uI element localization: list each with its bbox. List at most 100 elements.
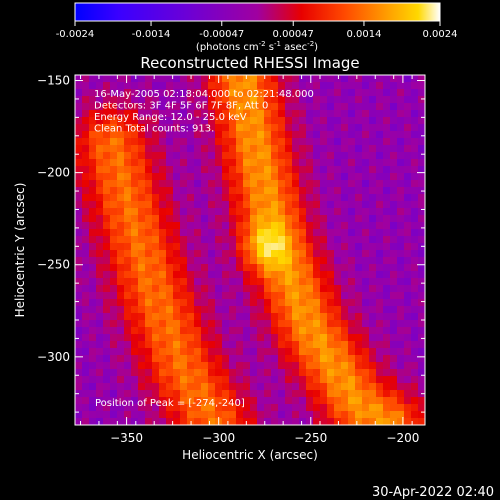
- heatmap-cell: [250, 89, 258, 97]
- heatmap-cell: [215, 299, 223, 307]
- heatmap-cell: [124, 145, 132, 153]
- heatmap-cell: [341, 278, 349, 286]
- heatmap-cell: [82, 313, 90, 321]
- heatmap-cell: [243, 383, 251, 391]
- heatmap-cell: [103, 166, 111, 174]
- heatmap-cell: [327, 243, 335, 251]
- heatmap-cell: [278, 397, 286, 405]
- heatmap-cell: [264, 138, 272, 146]
- heatmap-cell: [236, 194, 244, 202]
- heatmap-cell: [222, 208, 230, 216]
- heatmap-cell: [404, 194, 412, 202]
- heatmap-cell: [222, 327, 230, 335]
- heatmap-cell: [341, 355, 349, 363]
- heatmap-cell: [110, 96, 118, 104]
- heatmap-cell: [285, 236, 293, 244]
- heatmap-cell: [82, 236, 90, 244]
- heatmap-cell: [271, 369, 279, 377]
- heatmap-cell: [117, 362, 125, 370]
- heatmap-cell: [383, 75, 391, 83]
- heatmap-cell: [376, 145, 384, 153]
- heatmap-cell: [194, 341, 202, 349]
- heatmap-cell: [383, 222, 391, 230]
- heatmap-cell: [215, 285, 223, 293]
- heatmap-cell: [411, 411, 419, 419]
- heatmap-cell: [292, 187, 300, 195]
- heatmap-cell: [278, 327, 286, 335]
- heatmap-cell: [327, 96, 335, 104]
- heatmap-cell: [411, 103, 419, 111]
- heatmap-cell: [362, 271, 370, 279]
- heatmap-cell: [75, 257, 83, 265]
- heatmap-cell: [187, 124, 195, 132]
- heatmap-cell: [376, 348, 384, 356]
- heatmap-cell: [257, 411, 265, 419]
- heatmap-cell: [152, 271, 160, 279]
- heatmap-cell: [334, 271, 342, 279]
- heatmap-cell: [271, 222, 279, 230]
- heatmap-cell: [250, 299, 258, 307]
- heatmap-cell: [285, 173, 293, 181]
- heatmap-cell: [166, 278, 174, 286]
- heatmap-cell: [320, 96, 328, 104]
- heatmap-cell: [215, 397, 223, 405]
- heatmap-cell: [313, 222, 321, 230]
- heatmap-cell: [355, 390, 363, 398]
- heatmap-cell: [180, 194, 188, 202]
- heatmap-cell: [376, 131, 384, 139]
- heatmap-cell: [145, 404, 153, 412]
- heatmap-cell: [278, 306, 286, 314]
- heatmap-cell: [418, 313, 425, 321]
- heatmap-cell: [96, 243, 104, 251]
- heatmap-cell: [82, 229, 90, 237]
- heatmap-cell: [362, 383, 370, 391]
- heatmap-cell: [145, 103, 153, 111]
- heatmap-cell: [236, 222, 244, 230]
- heatmap-cell: [89, 145, 97, 153]
- heatmap-cell: [418, 327, 425, 335]
- heatmap-cell: [131, 390, 139, 398]
- heatmap-cell: [82, 138, 90, 146]
- heatmap-cell: [215, 187, 223, 195]
- heatmap-cell: [355, 173, 363, 181]
- heatmap-cell: [138, 103, 146, 111]
- heatmap-cell: [264, 145, 272, 153]
- heatmap-cell: [404, 264, 412, 272]
- heatmap-cell: [103, 187, 111, 195]
- heatmap-cell: [159, 187, 167, 195]
- heatmap-cell: [152, 75, 160, 83]
- heatmap-cell: [96, 271, 104, 279]
- heatmap-cell: [215, 194, 223, 202]
- heatmap-cell: [264, 236, 272, 244]
- heatmap-cell: [397, 285, 405, 293]
- heatmap-cell: [96, 264, 104, 272]
- heatmap-cell: [411, 341, 419, 349]
- heatmap-cell: [341, 292, 349, 300]
- heatmap-cell: [327, 89, 335, 97]
- heatmap-cell: [313, 397, 321, 405]
- heatmap-cell: [159, 383, 167, 391]
- heatmap-cell: [320, 131, 328, 139]
- heatmap-cell: [348, 243, 356, 251]
- heatmap-cell: [131, 236, 139, 244]
- heatmap-cell: [369, 313, 377, 321]
- heatmap-cell: [110, 138, 118, 146]
- heatmap-cell: [285, 152, 293, 160]
- heatmap-cell: [376, 313, 384, 321]
- heatmap-cell: [96, 96, 104, 104]
- heatmap-cell: [292, 327, 300, 335]
- heatmap-cell: [173, 306, 181, 314]
- heatmap-cell: [418, 124, 425, 132]
- heatmap-cell: [383, 110, 391, 118]
- heatmap-cell: [383, 236, 391, 244]
- heatmap-cell: [152, 166, 160, 174]
- heatmap-cell: [404, 222, 412, 230]
- heatmap-cell: [96, 194, 104, 202]
- heatmap-cell: [264, 110, 272, 118]
- heatmap-cell: [89, 173, 97, 181]
- heatmap-cell: [306, 229, 314, 237]
- heatmap-cell: [271, 285, 279, 293]
- heatmap-cell: [299, 285, 307, 293]
- heatmap-cell: [411, 124, 419, 132]
